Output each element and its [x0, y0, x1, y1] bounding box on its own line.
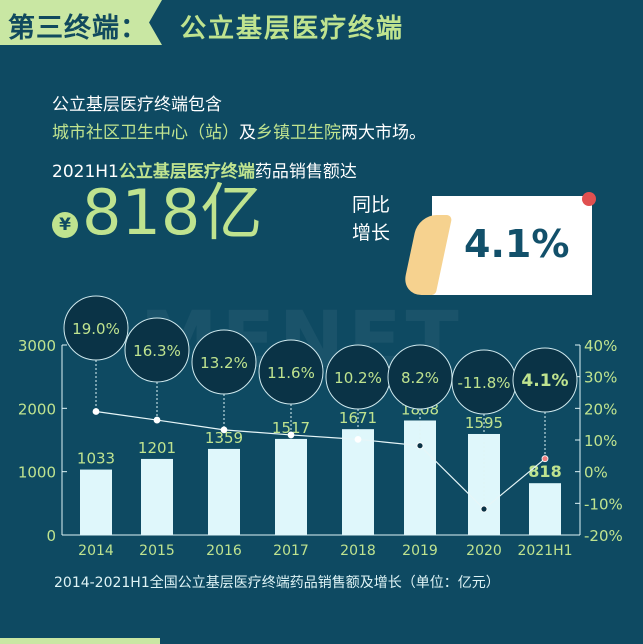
- right-tick-label: 20%: [584, 400, 617, 418]
- bar-label: 818: [528, 462, 561, 481]
- bar: [468, 433, 500, 535]
- award-ribbon-icon: [582, 192, 596, 206]
- right-tick-label: 30%: [584, 369, 617, 387]
- growth-label: 10.2%: [334, 369, 382, 387]
- bar: [529, 483, 561, 535]
- intro-line-2: 城市社区卫生中心（站）及乡镇卫生院两大市场。: [52, 118, 426, 143]
- growth-label: 4.1%: [521, 371, 568, 391]
- left-tick-label: 3000: [18, 337, 56, 355]
- growth-point: [541, 455, 549, 463]
- chart-caption: 2014-2021H1全国公立基层医疗终端药品销售额及增长（单位：亿元）: [54, 575, 500, 591]
- headline-suffix: 药品销售额达: [254, 162, 357, 182]
- growth-label: 16.3%: [133, 342, 181, 360]
- growth-point: [287, 431, 295, 439]
- yen-icon: ¥: [52, 212, 78, 238]
- growth-bubble: [63, 295, 129, 361]
- growth-label: 8.2%: [401, 369, 439, 387]
- yoy-card: 4.1%: [432, 196, 592, 295]
- headline-prefix: 2021H1: [52, 162, 119, 182]
- growth-bubble: [124, 317, 190, 383]
- x-tick-label: 2021H1: [517, 543, 572, 559]
- right-tick-label: -10%: [584, 495, 623, 513]
- bar-label: 1033: [77, 450, 115, 468]
- x-tick-label: 2014: [78, 543, 114, 559]
- left-tick-label: 1000: [18, 464, 56, 482]
- bar: [404, 420, 436, 535]
- x-tick-label: 2017: [273, 543, 309, 559]
- section-tag: 第三终端：: [0, 0, 162, 45]
- bottom-strip: [0, 638, 160, 644]
- market-urban: 城市社区卫生中心（站）: [52, 123, 239, 143]
- x-tick-label: 2019: [402, 543, 438, 559]
- section-tag-text: 第三终端：: [8, 13, 148, 44]
- x-tick-label: 2018: [340, 543, 376, 559]
- growth-point: [220, 426, 228, 434]
- growth-label: -11.8%: [457, 374, 510, 392]
- right-tick-label: 0%: [584, 464, 608, 482]
- x-tick-label: 2016: [206, 543, 242, 559]
- bar-label: 1517: [272, 419, 310, 437]
- bar: [141, 458, 173, 535]
- left-tick-label: 2000: [18, 400, 56, 418]
- x-tick-label: 2020: [466, 543, 502, 559]
- yoy-value: 4.1%: [464, 222, 570, 266]
- bar-label: 1359: [205, 429, 243, 447]
- right-tick-label: -20%: [584, 527, 623, 545]
- intro-end: 两大市场。: [341, 123, 426, 143]
- growth-label: 13.2%: [200, 354, 248, 372]
- bar: [342, 429, 374, 535]
- headline-highlight: 公立基层医疗终端: [118, 162, 255, 182]
- yoy-label-1: 同比: [352, 194, 391, 216]
- growth-bubble: [258, 339, 324, 405]
- growth-label: 19.0%: [72, 320, 120, 338]
- section-title: 公立基层医疗终端: [180, 14, 405, 44]
- growth-point: [92, 408, 100, 415]
- right-tick-label: 10%: [584, 432, 617, 450]
- bar-label: 1201: [138, 439, 176, 457]
- intro-and: 及: [239, 123, 256, 143]
- bar: [275, 438, 307, 535]
- intro-line-1: 公立基层医疗终端包含: [52, 95, 222, 115]
- growth-label: 11.6%: [267, 364, 315, 382]
- x-tick-label: 2015: [139, 543, 175, 559]
- growth-point: [416, 442, 424, 450]
- headline: 2021H1公立基层医疗终端药品销售额达: [52, 157, 357, 182]
- growth-point: [153, 416, 161, 424]
- market-rural: 乡镇卫生院: [256, 123, 341, 143]
- sales-amount: 818亿: [82, 176, 263, 249]
- growth-bubble: [191, 329, 257, 395]
- growth-bubble: [512, 347, 578, 413]
- left-tick-label: 0: [46, 527, 56, 545]
- yoy-label-2: 增长: [352, 222, 391, 244]
- growth-point: [480, 505, 488, 513]
- growth-point: [354, 435, 362, 443]
- right-tick-label: 40%: [584, 337, 617, 355]
- growth-line: [95, 410, 546, 510]
- bar: [80, 469, 112, 535]
- bar: [208, 448, 240, 535]
